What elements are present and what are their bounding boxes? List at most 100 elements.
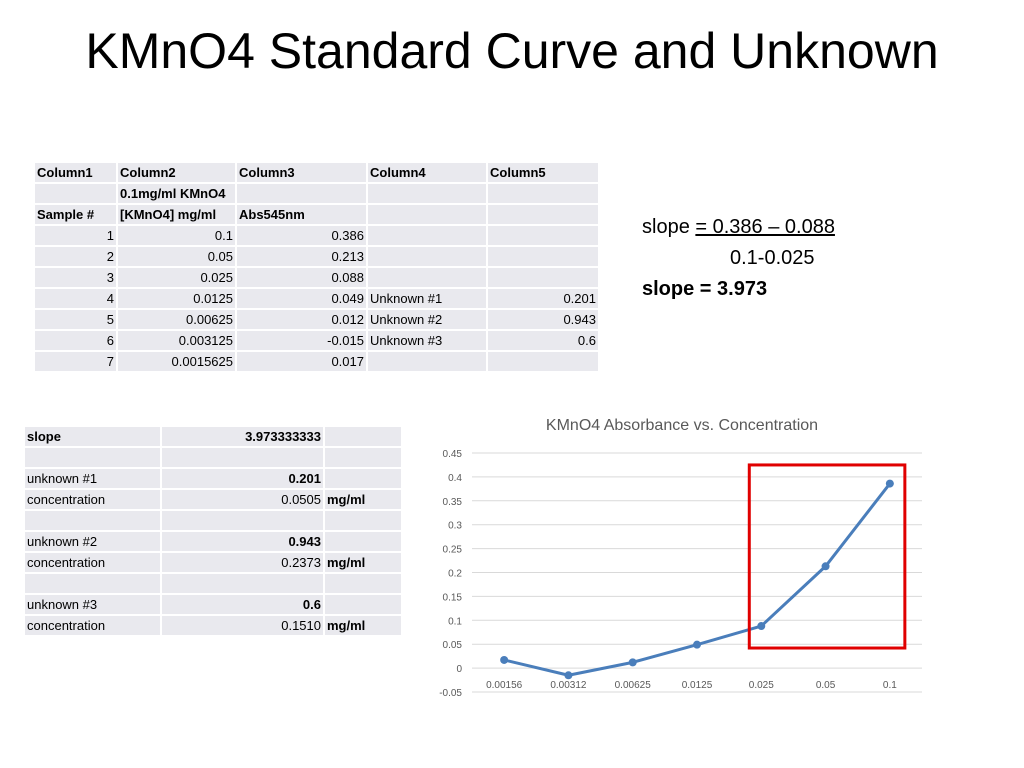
table-cell: Column2 [118, 163, 235, 182]
y-tick-label: 0.25 [443, 545, 463, 556]
table-cell: 3.973333333 [162, 427, 323, 446]
y-tick-label: 0.05 [443, 640, 463, 651]
table-cell: 0.0015625 [118, 352, 235, 371]
table-cell: 0.1510 [162, 616, 323, 635]
table-cell [325, 595, 401, 614]
y-tick-label: 0.35 [443, 497, 463, 508]
data-point [757, 622, 766, 631]
data-point [564, 671, 573, 680]
table-cell: 0.00625 [118, 310, 235, 329]
table-cell: Column3 [237, 163, 366, 182]
table-cell [25, 574, 160, 593]
y-tick-label: -0.05 [439, 688, 462, 699]
data-point [500, 655, 509, 664]
table-row [25, 511, 401, 530]
table-cell: concentration [25, 553, 160, 572]
slope-result: slope = 3.973 [642, 278, 768, 300]
table-cell: 0.213 [237, 247, 366, 266]
table-cell [368, 247, 486, 266]
table-cell [488, 184, 598, 203]
table-row: 3 0.025 0.088 [35, 268, 598, 287]
table-cell: unknown #2 [25, 532, 160, 551]
y-tick-label: 0.3 [448, 521, 462, 532]
table-cell [162, 448, 323, 467]
table-cell: 5 [35, 310, 116, 329]
y-tick-label: 0.45 [443, 449, 463, 460]
standard-data-table: Column1 Column2 Column3 Column4 Column5 0.1mg… [33, 161, 600, 373]
slope-calculation: slope = 0.386 – 0.088 0.1-0.025 slope = … [642, 212, 835, 305]
table-cell [325, 532, 401, 551]
table-cell: 7 [35, 352, 116, 371]
x-tick-label: 0.00156 [486, 680, 523, 691]
table-cell: Unknown #1 [368, 289, 486, 308]
table-cell [488, 205, 598, 224]
table-cell [488, 226, 598, 245]
data-point [628, 658, 637, 667]
x-tick-label: 0.1 [883, 680, 897, 691]
slope-label: slope [642, 216, 690, 238]
table-row: unknown #1 0.201 [25, 469, 401, 488]
table-row: 7 0.0015625 0.017 [35, 352, 598, 371]
table-cell: 1 [35, 226, 116, 245]
table-cell [488, 247, 598, 266]
chart-title: KMnO4 Absorbance vs. Concentration [546, 417, 818, 434]
table-cell: Unknown #2 [368, 310, 486, 329]
table-cell: Abs545nm [237, 205, 366, 224]
table-cell: mg/ml [325, 616, 401, 635]
table-cell: 0.05 [118, 247, 235, 266]
table-cell [25, 511, 160, 530]
table-cell: 0.003125 [118, 331, 235, 350]
table-row: Column1 Column2 Column3 Column4 Column5 [35, 163, 598, 182]
table-cell: 0.2373 [162, 553, 323, 572]
highlight-box [747, 463, 907, 650]
table-row: unknown #3 0.6 [25, 595, 401, 614]
table-row [25, 574, 401, 593]
absorbance-chart: KMnO4 Absorbance vs. Concentration -0.05 0… [439, 417, 922, 699]
table-cell [488, 268, 598, 287]
page-title: KMnO4 Standard Curve and Unknown [85, 23, 939, 79]
table-cell: 0.025 [118, 268, 235, 287]
table-cell [162, 574, 323, 593]
table-cell [35, 184, 116, 203]
table-cell [325, 511, 401, 530]
table-cell: 0.943 [162, 532, 323, 551]
table-cell: 4 [35, 289, 116, 308]
table-cell [325, 469, 401, 488]
table-row: 1 0.1 0.386 [35, 226, 598, 245]
table-cell: 0.017 [237, 352, 366, 371]
table-cell: 0.1mg/ml KMnO4 [118, 184, 235, 203]
table-row: concentration 0.0505 mg/ml [25, 490, 401, 509]
table-row: 6 0.003125 -0.015 Unknown #3 0.6 [35, 331, 598, 350]
table-cell: mg/ml [325, 490, 401, 509]
table-cell: Unknown #3 [368, 331, 486, 350]
table-cell: [KMnO4] mg/ml [118, 205, 235, 224]
table-cell: 0.049 [237, 289, 366, 308]
table-cell [325, 448, 401, 467]
table-cell: Column5 [488, 163, 598, 182]
table-row: unknown #2 0.943 [25, 532, 401, 551]
data-point [885, 479, 894, 488]
y-tick-label: 0.2 [448, 569, 462, 580]
table-cell [368, 226, 486, 245]
table-cell: 0.943 [488, 310, 598, 329]
table-cell: concentration [25, 616, 160, 635]
table-cell: concentration [25, 490, 160, 509]
table-cell: 0.201 [162, 469, 323, 488]
table-cell [488, 352, 598, 371]
table-cell: -0.015 [237, 331, 366, 350]
x-tick-label: 0.00625 [615, 680, 652, 691]
table-cell: 0.6 [162, 595, 323, 614]
table-row: slope 3.973333333 [25, 427, 401, 446]
table-cell [325, 427, 401, 446]
table-cell [162, 511, 323, 530]
table-row: 2 0.05 0.213 [35, 247, 598, 266]
table-cell [368, 268, 486, 287]
table-cell [237, 184, 366, 203]
table-cell: unknown #1 [25, 469, 160, 488]
table-cell: 0.386 [237, 226, 366, 245]
table-cell: 3 [35, 268, 116, 287]
table-cell: 0.088 [237, 268, 366, 287]
table-cell: 0.1 [118, 226, 235, 245]
x-tick-label: 0.0125 [682, 680, 713, 691]
table-cell [368, 352, 486, 371]
